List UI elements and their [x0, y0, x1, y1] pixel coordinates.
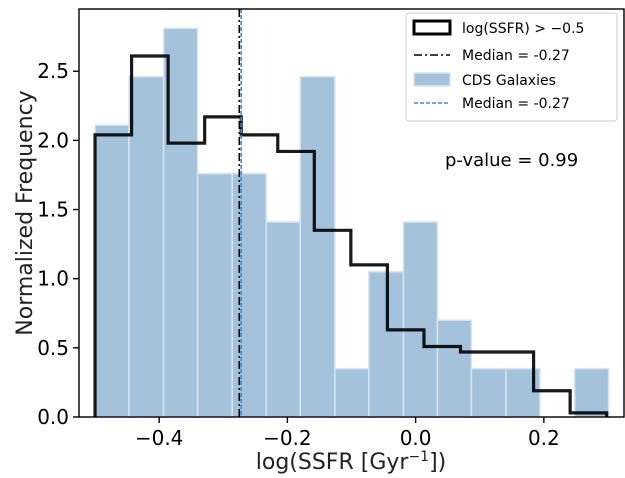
- x-tick-label: −0.2: [263, 426, 312, 450]
- y-tick-label: 2.5: [37, 59, 69, 83]
- cds-bar: [436, 319, 473, 418]
- cds-bar: [299, 76, 336, 418]
- cds-galaxies-bars: [94, 27, 610, 418]
- cds-bar: [231, 172, 267, 418]
- cds-bar: [196, 172, 233, 418]
- legend-swatch-cds: [413, 72, 451, 87]
- legend: log(SSFR) > −0.5 Median = -0.27 CDS Gala…: [405, 12, 618, 122]
- p-value-annotation: p-value = 0.99: [445, 150, 578, 171]
- legend-swatch-step: [412, 19, 452, 36]
- x-tick-label: 0.0: [400, 426, 432, 450]
- x-axis-label: log(SSFR [Gyr−1]): [256, 449, 447, 475]
- x-tick-label: −0.4: [135, 426, 184, 450]
- legend-label-median-2: Median = -0.27: [462, 96, 570, 112]
- y-tick-label: 2.0: [37, 128, 69, 152]
- y-tick-label: 0.0: [37, 405, 69, 429]
- legend-label-step: log(SSFR) > −0.5: [462, 21, 584, 37]
- y-axis-ticks: 0.0 0.5 1.0 1.5 2.0 2.5: [37, 59, 79, 429]
- ssfr-step-histogram: [93, 54, 609, 417]
- cds-bar: [334, 367, 370, 418]
- x-axis-ticks: −0.4 −0.2 0.0 0.2: [135, 417, 560, 450]
- legend-box: [405, 12, 618, 122]
- median-lines: [238, 9, 243, 417]
- legend-label-median-1: Median = -0.27: [462, 48, 570, 64]
- cds-bar: [94, 124, 130, 418]
- y-tick-label: 1.5: [37, 198, 69, 222]
- cds-bar: [573, 367, 610, 418]
- x-tick-label: 0.2: [528, 426, 560, 450]
- cds-bar: [128, 76, 165, 418]
- legend-label-cds: CDS Galaxies: [462, 73, 556, 89]
- step-outline: [93, 54, 609, 417]
- y-tick-label: 0.5: [37, 336, 69, 360]
- cds-bar: [470, 367, 507, 418]
- cds-bar: [402, 221, 439, 418]
- plot-frame: [78, 8, 625, 418]
- y-tick-label: 1.0: [37, 267, 69, 291]
- y-axis-label: Normalized Frequency: [13, 90, 38, 335]
- cds-bar: [265, 221, 301, 418]
